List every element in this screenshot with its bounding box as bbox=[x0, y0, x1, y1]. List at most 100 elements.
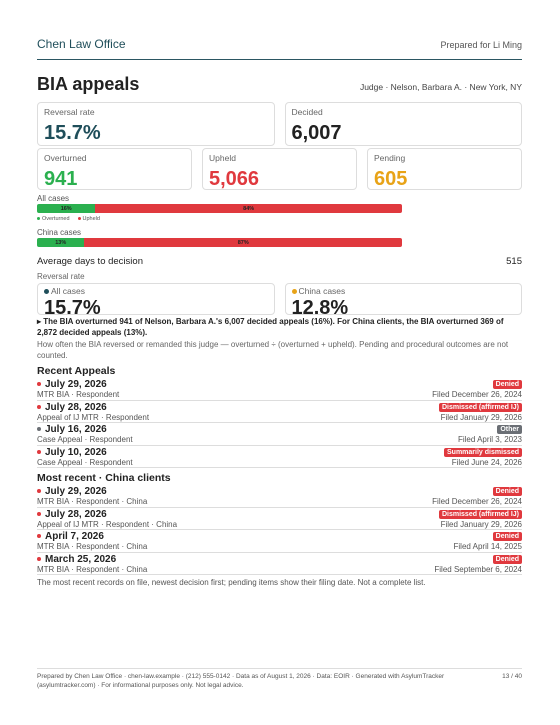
stat-card: Upheld 5,066 bbox=[202, 148, 357, 190]
stat-label: Overturned bbox=[44, 153, 185, 163]
dot bbox=[37, 404, 41, 409]
item-detail: MTR BIA · Respondent · China bbox=[37, 564, 148, 574]
item-line: MTR BIA · Respondent · China Filed Septem… bbox=[37, 565, 522, 574]
appeal-item: July 28, 2026 Dismissed (affirmed IJ) Appe… bbox=[37, 401, 522, 423]
item-line: Appeal of IJ MTR · Respondent Filed Janua… bbox=[37, 413, 522, 422]
item-filed: Filed January 29, 2026 bbox=[440, 519, 522, 529]
dot bbox=[291, 289, 297, 295]
title-row: BIA appeals Judge · Nelson, Barbara A. ·… bbox=[37, 74, 522, 95]
appeal-item: March 25, 2026 Denied MTR BIA · Respondent… bbox=[37, 553, 522, 575]
stat-card: Decided 6,007 bbox=[284, 102, 522, 146]
item-date: July 16, 2026 bbox=[45, 424, 107, 435]
dot bbox=[37, 427, 41, 432]
subtitle: Judge · Nelson, Barbara A. · New York, N… bbox=[359, 82, 522, 92]
item-date-wrap: July 28, 2026 bbox=[37, 402, 107, 413]
appeal-item: July 29, 2026 Denied MTR BIA · Respondent … bbox=[37, 485, 522, 508]
item-date-wrap: July 29, 2026 bbox=[37, 486, 107, 497]
item-line: July 29, 2026 Denied bbox=[37, 486, 522, 497]
item-date-wrap: July 29, 2026 bbox=[37, 379, 107, 390]
stat-label-text: Pending bbox=[374, 153, 406, 163]
dot bbox=[77, 217, 81, 221]
stat-label: Decided bbox=[292, 107, 516, 117]
legend-text: Overturned bbox=[42, 216, 70, 222]
stat-label: Reversal rate bbox=[44, 107, 268, 117]
stat-label: Pending bbox=[374, 153, 515, 163]
header: Chen Law Office Prepared for Li Ming bbox=[37, 37, 522, 60]
bar: 16% 84% bbox=[37, 204, 402, 213]
appeal-item: July 29, 2026 Denied MTR BIA · Respondent F… bbox=[37, 378, 522, 401]
stat-label-text: Upheld bbox=[209, 153, 236, 163]
avg-row: Average days to decision 515 bbox=[37, 256, 522, 267]
bar-segment: 87% bbox=[84, 238, 402, 247]
item-date: April 7, 2026 bbox=[45, 531, 104, 542]
item-line: July 29, 2026 Denied bbox=[37, 379, 522, 390]
title: BIA appeals bbox=[37, 74, 140, 94]
bar-segment-label: 87% bbox=[237, 239, 249, 246]
item-filed: Filed December 26, 2024 bbox=[432, 497, 522, 506]
lists: Recent Appeals July 29, 2026 Denied MTR BIA… bbox=[37, 365, 522, 575]
bar: 13% 87% bbox=[37, 238, 402, 247]
reversal-card-value: 15.7% bbox=[44, 297, 101, 319]
item-line: July 28, 2026 Dismissed (affirmed IJ) bbox=[37, 402, 522, 413]
bar-label: All cases bbox=[37, 194, 70, 203]
item-detail: Appeal of IJ MTR · Respondent bbox=[37, 412, 150, 422]
item-line: July 10, 2026 Summarily dismissed bbox=[37, 447, 522, 458]
page-number: 13 / 40 bbox=[502, 673, 522, 680]
stats-row: Reversal rate 15.7% Decided 6,007 bbox=[37, 102, 522, 146]
reversal-card-label: China cases bbox=[291, 286, 516, 296]
outcome-tag: Denied bbox=[492, 554, 522, 564]
item-filed: Filed April 3, 2023 bbox=[457, 435, 522, 444]
item-line: Case Appeal · Respondent Filed June 24, 2… bbox=[37, 458, 522, 467]
item-date-wrap: July 16, 2026 bbox=[37, 424, 107, 435]
item-filed: Filed June 24, 2026 bbox=[451, 457, 522, 467]
legend: Overturned Upheld bbox=[37, 216, 522, 222]
footer: Prepared by Chen Law Office · chen-law.e… bbox=[37, 668, 522, 690]
reversal-card-value: 12.8% bbox=[291, 297, 349, 319]
outcome-tag: Dismissed (affirmed IJ) bbox=[438, 509, 522, 519]
dot bbox=[37, 534, 41, 539]
dot bbox=[37, 511, 41, 516]
item-date: July 28, 2026 bbox=[45, 401, 107, 413]
item-date: March 25, 2026 bbox=[45, 553, 117, 565]
stat-card: Overturned 941 bbox=[37, 148, 192, 190]
content: ▸ The BIA overturned 941 of Nelson, Barb… bbox=[37, 317, 522, 589]
avg-label: Average days to decision bbox=[37, 256, 143, 267]
bar-segment: 84% bbox=[95, 204, 402, 213]
item-detail: MTR BIA · Respondent · China bbox=[37, 542, 148, 551]
footnote: The most recent records on file, newest … bbox=[37, 578, 426, 587]
firm-name: Chen Law Office bbox=[37, 37, 126, 51]
stat-value: 941 bbox=[44, 168, 78, 190]
stat-label-text: Reversal rate bbox=[44, 107, 95, 117]
item-line: MTR BIA · Respondent · China Filed Decemb… bbox=[37, 497, 522, 506]
avg-value: 515 bbox=[506, 256, 522, 267]
reversal-card: China cases 12.8% bbox=[284, 283, 522, 319]
section-title: Most recent · China clients bbox=[37, 472, 171, 484]
item-date-wrap: April 7, 2026 bbox=[37, 531, 104, 542]
item-line: July 16, 2026 Other bbox=[37, 424, 522, 435]
bar-segment: 13% bbox=[37, 238, 85, 247]
item-detail: MTR BIA · Respondent · China bbox=[37, 497, 148, 506]
outcome-tag: Summarily dismissed bbox=[444, 447, 522, 457]
item-line: March 25, 2026 Denied bbox=[37, 554, 522, 565]
appeal-item: July 28, 2026 Dismissed (affirmed IJ) Appe… bbox=[37, 508, 522, 530]
stat-card: Pending 605 bbox=[367, 148, 522, 190]
item-date: July 28, 2026 bbox=[45, 508, 107, 520]
bars: All cases 16% 84% Overturned Upheld China cas… bbox=[37, 194, 522, 253]
item-line: Case Appeal · Respondent Filed April 3, 2… bbox=[37, 435, 522, 444]
appeal-item: July 16, 2026 Other Case Appeal · Responde… bbox=[37, 423, 522, 446]
item-line: April 7, 2026 Denied bbox=[37, 531, 522, 542]
item-detail: Case Appeal · Respondent bbox=[37, 435, 133, 444]
item-line: MTR BIA · Respondent · China Filed April … bbox=[37, 542, 522, 551]
stat-value: 6,007 bbox=[291, 122, 342, 144]
item-date: July 29, 2026 bbox=[45, 379, 107, 390]
outcome-tag: Denied bbox=[492, 380, 522, 389]
dot bbox=[37, 449, 41, 454]
item-filed: Filed December 26, 2024 bbox=[432, 390, 522, 399]
spacer bbox=[37, 247, 522, 253]
legend-entry: Overturned bbox=[37, 216, 70, 222]
bar-label: China cases bbox=[37, 228, 82, 237]
stat-value: 15.7% bbox=[44, 122, 101, 144]
item-date-wrap: July 28, 2026 bbox=[37, 509, 107, 520]
item-date: July 10, 2026 bbox=[45, 446, 107, 458]
